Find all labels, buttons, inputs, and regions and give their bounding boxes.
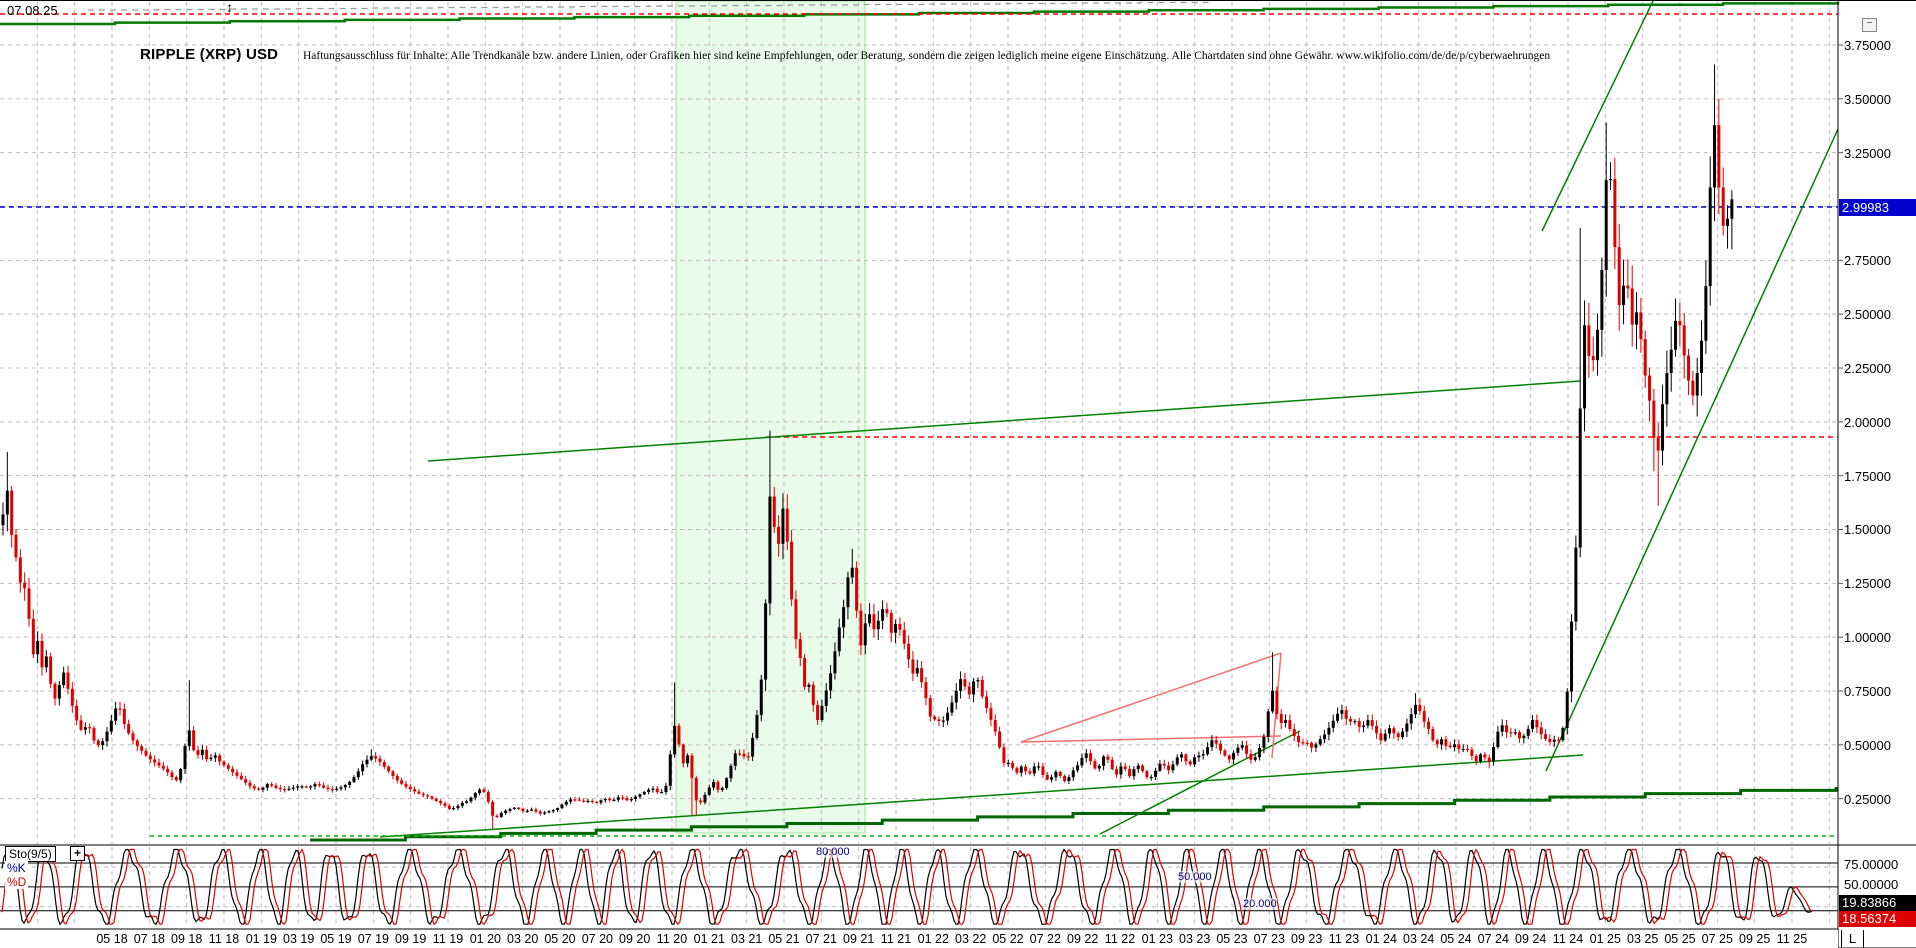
price-tick-label: 0.25000: [1844, 791, 1891, 807]
date-tick-label: 01 22: [917, 932, 949, 946]
date-tick-label: 09 20: [619, 932, 651, 946]
price-tick-label: 2.25000: [1844, 360, 1891, 376]
date-tick-label: 09 23: [1291, 932, 1323, 946]
date-tick-label: 01 20: [469, 932, 501, 946]
date-tick-label: 05 25: [1664, 932, 1696, 946]
date-tick-label: 05 20: [544, 932, 576, 946]
date-tick-label: 09 18: [171, 932, 203, 946]
level-80-label: 80.000: [816, 846, 850, 858]
date-tick-label: 01 25: [1589, 932, 1621, 946]
log-scale-button[interactable]: L: [1841, 930, 1864, 948]
date-tick-label: 07 22: [1029, 932, 1061, 946]
sto-axis-75-label: 75.00000: [1844, 857, 1899, 872]
level-20-label: 20.000: [1243, 898, 1277, 910]
date-tick-label: 03 20: [507, 932, 539, 946]
date-tick-label: 09 25: [1739, 932, 1771, 946]
date-tick-label: 03 22: [955, 932, 987, 946]
date-tick-label: 05 19: [320, 932, 352, 946]
sto-axis-50-label: 50.00000: [1844, 877, 1899, 892]
page-title: RIPPLE (XRP) USD: [140, 46, 279, 63]
date-tick-label: 11 22: [1104, 932, 1136, 946]
price-tick-label: 1.75000: [1844, 468, 1891, 484]
price-tick-label: 1.00000: [1844, 630, 1891, 646]
date-tick-label: 01 19: [245, 932, 277, 946]
red-wedge-lower: [1020, 735, 1282, 743]
stochastic-d-legend: %D: [5, 875, 29, 889]
date-tick-label: 07 24: [1477, 932, 1509, 946]
price-tick-label: 3.50000: [1844, 91, 1891, 107]
current-price-badge: 2.99983: [1839, 199, 1916, 216]
date-tick-label: 11 23: [1328, 932, 1360, 946]
date-tick-label: 09 21: [843, 932, 875, 946]
date-tick-label: 01 21: [693, 932, 725, 946]
date-tick-label: 11 21: [880, 932, 912, 946]
date-tick-label: 07 25: [1701, 932, 1733, 946]
date-tick-label: 07 21: [805, 932, 837, 946]
chart-date-label: 07.08.25: [7, 3, 58, 18]
stochastic-k-legend: %K: [5, 861, 28, 875]
date-tick-label: 07 19: [357, 932, 389, 946]
date-tick-label: 05 23: [1216, 932, 1248, 946]
price-tick-label: 2.50000: [1844, 307, 1891, 323]
red-wedge-upper: [1020, 652, 1282, 743]
long-green-resistance: [427, 380, 1581, 462]
candlestick-series: [1, 64, 1734, 829]
thick-green-support-stepped: [310, 787, 1838, 842]
price-tick-label: 2.75000: [1844, 253, 1891, 269]
price-tick-label: 3.25000: [1844, 145, 1891, 161]
date-tick-label: 09 24: [1515, 932, 1547, 946]
date-tick-label: 03 23: [1179, 932, 1211, 946]
date-tick-label: 05 21: [768, 932, 800, 946]
date-tick-label: 01 23: [1141, 932, 1173, 946]
stochastic-d-value-badge: 18.56374: [1839, 911, 1916, 927]
date-tick-label: 03 25: [1627, 932, 1659, 946]
highlight-band: [675, 1, 866, 834]
price-tick-label: 2.00000: [1844, 414, 1891, 430]
price-tick-label: 0.75000: [1844, 683, 1891, 699]
date-tick-label: 11 25: [1776, 932, 1808, 946]
stochastic-k-line: [1, 848, 1813, 926]
top-resistance-stepped: [0, 2, 1840, 26]
date-tick-label: 09 19: [395, 932, 427, 946]
mid-green-rising: [1099, 730, 1301, 835]
minimize-button[interactable]: −: [1862, 18, 1877, 32]
date-tick-label: 03 24: [1403, 932, 1435, 946]
date-tick-label: 01 24: [1365, 932, 1397, 946]
indicator-label[interactable]: Sto(9/5): [5, 846, 56, 862]
channel-lower-green: [1545, 128, 1839, 772]
price-tick-label: 3.75000: [1844, 38, 1891, 53]
price-tick-label: 1.25000: [1844, 576, 1891, 592]
channel-upper-green: [1541, 1, 1654, 232]
level-50-label: 50.000: [1178, 871, 1212, 883]
date-tick-label: 03 21: [731, 932, 763, 946]
gray-stepped-ath: [88, 1, 1211, 11]
date-tick-label: 11 24: [1552, 932, 1584, 946]
date-tick-label: 07 23: [1253, 932, 1285, 946]
date-tick-label: 05 18: [96, 932, 128, 946]
date-tick-label: 11 18: [208, 932, 240, 946]
price-tick-label: 1.50000: [1844, 522, 1891, 538]
disclaimer-text: Haftungsausschluss für Inhalte: Alle Tre…: [303, 50, 1551, 62]
date-tick-label: 03 19: [283, 932, 315, 946]
date-tick-label: 07 18: [133, 932, 165, 946]
date-tick-label: 11 20: [656, 932, 688, 946]
indicator-add-button[interactable]: +: [70, 846, 85, 861]
thin-green-support: [379, 754, 1584, 838]
date-tick-label: 09 22: [1067, 932, 1099, 946]
resize-arrow-icon[interactable]: ↕: [226, 0, 233, 15]
stochastic-d-line: [1, 848, 1813, 926]
price-tick-label: 0.50000: [1844, 737, 1891, 753]
date-tick-label: 07 20: [581, 932, 613, 946]
stochastic-k-value-badge: 19.83866: [1839, 895, 1916, 911]
date-tick-label: 05 24: [1440, 932, 1472, 946]
date-tick-label: 11 19: [432, 932, 464, 946]
date-axis[interactable]: [0, 930, 1838, 948]
date-tick-label: 05 22: [992, 932, 1024, 946]
